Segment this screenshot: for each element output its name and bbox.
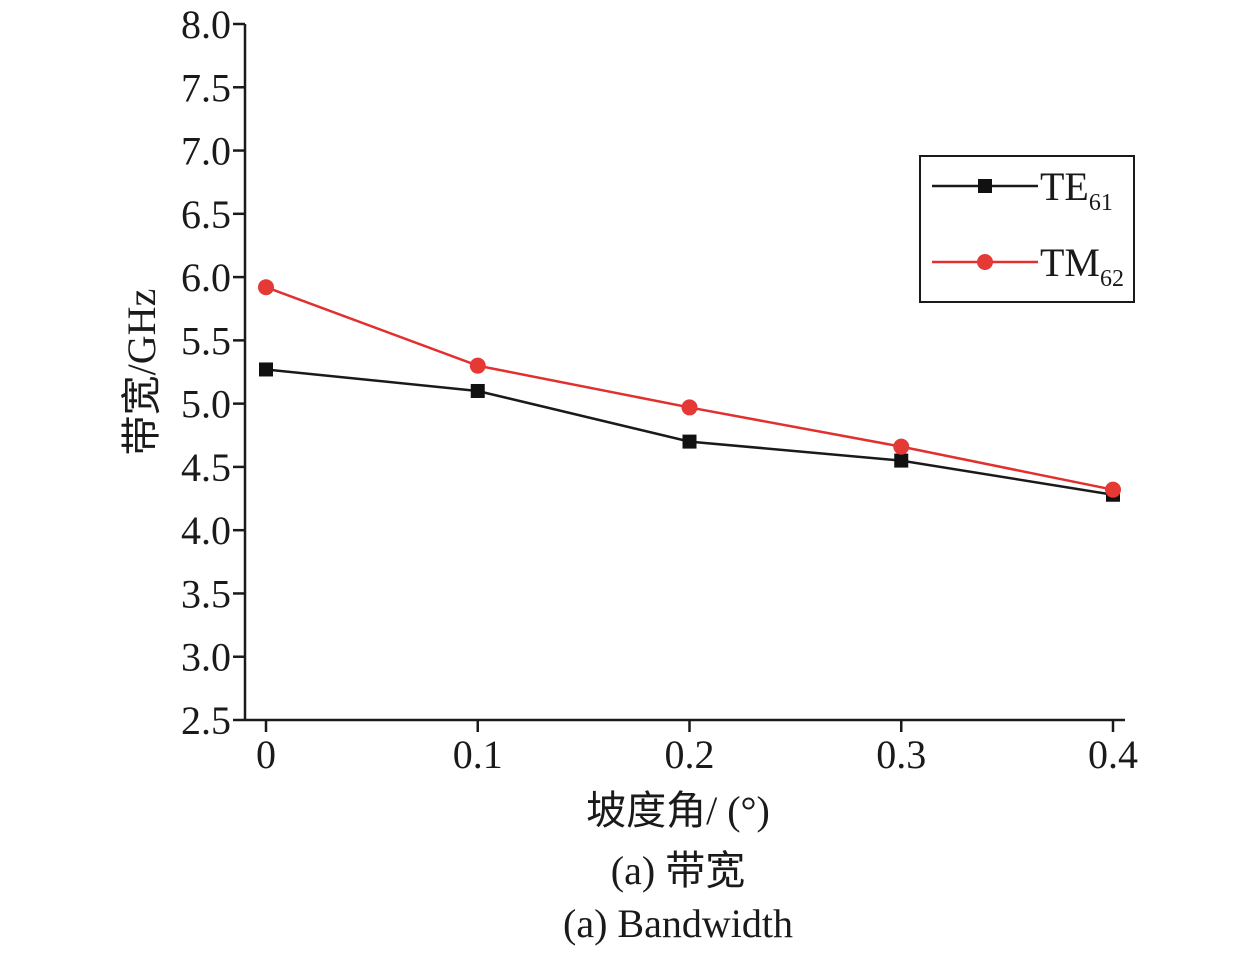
y-tick-label: 4.0 bbox=[181, 508, 231, 553]
x-ticks: 0 0.1 0.2 0.3 0.4 bbox=[256, 720, 1138, 777]
x-tick-label: 0.1 bbox=[453, 732, 503, 777]
data-point-te bbox=[259, 362, 273, 377]
y-tick-label: 3.5 bbox=[181, 571, 231, 616]
y-tick-label: 5.5 bbox=[181, 318, 231, 363]
caption-en: (a) Bandwidth bbox=[563, 901, 793, 946]
x-tick-label: 0.2 bbox=[665, 732, 715, 777]
y-tick-label: 6.0 bbox=[181, 255, 231, 300]
legend-te-marker bbox=[978, 179, 992, 193]
data-point-tm bbox=[469, 357, 486, 374]
y-tick-label: 4.5 bbox=[181, 445, 231, 490]
y-tick-label: 6.5 bbox=[181, 192, 231, 237]
series-layer bbox=[258, 279, 1121, 502]
axes bbox=[243, 24, 1125, 722]
legend-item-te: TE61 bbox=[932, 164, 1113, 216]
data-point-te bbox=[894, 453, 909, 468]
legend: TE61 TM62 bbox=[919, 155, 1135, 303]
y-tick-label: 8.0 bbox=[181, 2, 231, 47]
legend-tm-label: TM62 bbox=[1040, 240, 1124, 292]
y-axis-title: 带宽/GHz bbox=[119, 289, 164, 456]
legend-item-tm: TM62 bbox=[932, 240, 1124, 292]
x-tick-label: 0 bbox=[256, 732, 276, 777]
data-point-te bbox=[682, 434, 697, 449]
y-ticks: 2.5 3.0 3.5 4.0 4.5 5.0 5.5 6.0 6.5 7.0 7.5 8.0 bbox=[181, 2, 245, 743]
data-point-tm bbox=[893, 438, 910, 455]
data-point-tm bbox=[681, 399, 698, 416]
y-tick-label: 2.5 bbox=[181, 698, 231, 743]
legend-box bbox=[919, 155, 1135, 303]
y-tick-label: 7.5 bbox=[181, 65, 231, 110]
y-tick-label: 5.0 bbox=[181, 382, 231, 427]
data-point-te bbox=[470, 383, 485, 398]
x-tick-label: 0.4 bbox=[1088, 732, 1138, 777]
data-point-tm bbox=[258, 279, 274, 296]
y-tick-label: 7.0 bbox=[181, 129, 231, 174]
x-axis-title: 坡度角/ (°) bbox=[586, 788, 770, 833]
legend-te-label: TE61 bbox=[1040, 164, 1113, 216]
data-point-tm bbox=[1105, 481, 1121, 498]
series-line-tm bbox=[265, 286, 1114, 491]
x-tick-label: 0.3 bbox=[876, 732, 926, 777]
caption-zh: (a) 带宽 bbox=[611, 848, 745, 893]
legend-tm-marker bbox=[977, 254, 993, 270]
series-line-te bbox=[265, 368, 1114, 496]
y-tick-label: 3.0 bbox=[181, 635, 231, 680]
